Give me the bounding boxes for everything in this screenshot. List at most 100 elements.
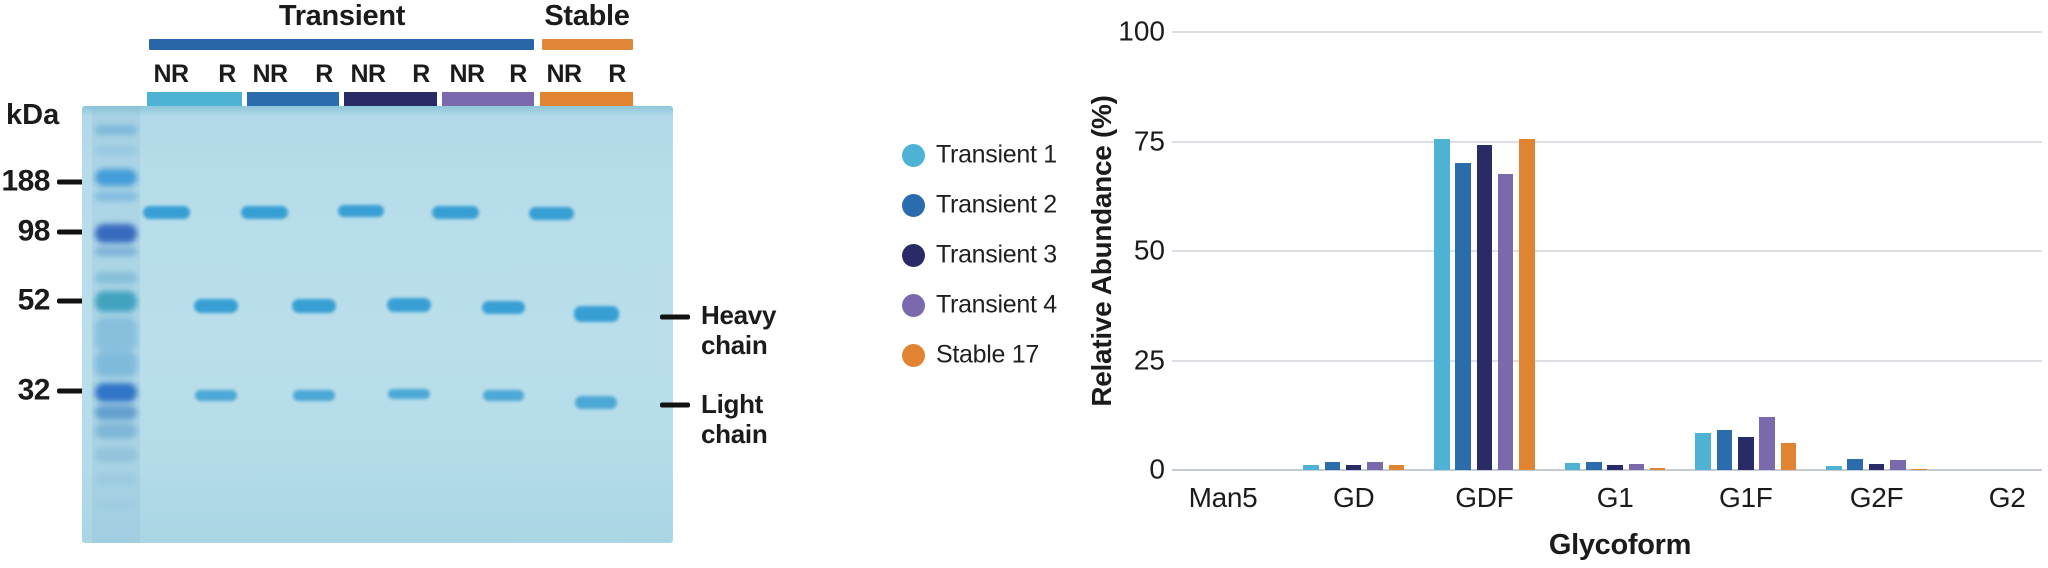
marker-tick-98	[57, 229, 86, 235]
bar-transient-4-g1f	[1759, 416, 1775, 470]
ladder-band-8	[95, 317, 137, 351]
legend-label-4: Stable 17	[936, 340, 1039, 369]
annotation-text-1: Light chain	[701, 389, 768, 449]
bar-transient-2-g1	[1586, 462, 1602, 470]
annotation-line: Heavy	[701, 300, 777, 330]
gridline-25	[1172, 359, 2042, 362]
lane-label-r-9: R	[608, 60, 626, 88]
bar-transient-1-g1	[1564, 462, 1581, 470]
bar-transient-2-g1f	[1716, 430, 1733, 470]
lane-label-nr-8: NR	[546, 60, 582, 88]
bar-transient-3-g2f	[1868, 464, 1885, 470]
x-axis-title: Glycoform	[1548, 529, 1692, 561]
bar-transient-4-gd	[1367, 461, 1383, 470]
lane-2-band-0	[240, 205, 288, 219]
ladder-band-15	[95, 498, 137, 510]
gridline-75	[1172, 140, 2042, 143]
annotation-line: chain	[701, 330, 768, 360]
bar-transient-1-gdf	[1434, 139, 1450, 470]
legend-label-0: Transient 1	[936, 140, 1057, 169]
lane-label-r-5: R	[412, 60, 430, 88]
ladder-band-11	[95, 404, 137, 420]
ladder-band-4	[95, 223, 137, 243]
annotation-line: Light	[701, 389, 764, 419]
lane-8-band-0	[528, 206, 574, 220]
bar-stable-17-g1	[1649, 468, 1666, 470]
ladder-band-6	[95, 272, 137, 284]
annotation-tick-0	[660, 314, 690, 320]
marker-tick-32	[57, 388, 86, 394]
bar-transient-1-gd	[1303, 464, 1319, 470]
bar-stable-17-g1f	[1780, 442, 1797, 470]
bar-transient-2-gdf	[1455, 163, 1471, 470]
lane-label-nr-0: NR	[153, 60, 189, 88]
lane-3-band-0	[292, 299, 336, 313]
stable-group-bar	[542, 39, 633, 50]
legend-label-2: Transient 3	[936, 240, 1057, 269]
lane-4-band-0	[338, 205, 384, 217]
bar-transient-4-gdf	[1497, 174, 1514, 470]
ladder-band-9	[95, 351, 137, 377]
gridline-100	[1172, 31, 2042, 33]
bar-transient-1-g2f	[1826, 466, 1842, 470]
lane-5-band-0	[387, 298, 431, 312]
x-tick-g2f: G2F	[1849, 482, 1904, 513]
ladder-band-1	[95, 145, 137, 155]
lane-label-r-1: R	[218, 60, 236, 88]
lane-label-nr-6: NR	[449, 60, 485, 88]
y-tick-25: 25	[1133, 343, 1165, 375]
ladder-band-12	[95, 423, 137, 439]
gel-image	[82, 106, 673, 543]
gridline-50	[1172, 250, 2042, 252]
x-tick-gdf: GDF	[1455, 482, 1514, 513]
annotation-text-0: Heavy chain	[701, 300, 776, 360]
ladder-band-5	[95, 246, 137, 256]
legend-dot-0	[902, 143, 925, 167]
bar-transient-3-gdf	[1476, 145, 1493, 470]
legend-dot-2	[902, 243, 925, 267]
legend-label-1: Transient 2	[936, 190, 1057, 219]
marker-label-188: 188	[1, 164, 50, 198]
y-tick-100: 100	[1118, 15, 1165, 47]
bar-transient-3-g1	[1607, 464, 1623, 470]
y-tick-0: 0	[1149, 453, 1165, 485]
bar-transient-4-g2f	[1890, 459, 1906, 470]
bar-transient-2-gd	[1324, 462, 1341, 470]
legend-dot-3	[902, 293, 925, 317]
lane-1-band-0	[194, 299, 238, 313]
x-tick-g1: G1	[1596, 482, 1634, 513]
lane-7-band-0	[481, 300, 525, 314]
kda-unit-label: kDa	[6, 99, 60, 131]
bar-transient-3-g1f	[1738, 437, 1754, 470]
ladder-band-7	[95, 290, 137, 312]
marker-tick-188	[57, 179, 86, 185]
bar-transient-2-g2f	[1847, 459, 1863, 470]
lane-label-nr-4: NR	[350, 60, 386, 88]
marker-label-52: 52	[17, 283, 51, 317]
ladder-band-10	[95, 382, 137, 402]
bar-stable-17-gdf	[1519, 139, 1535, 470]
lane-3-band-1	[293, 389, 335, 401]
bar-transient-4-g1	[1628, 463, 1645, 470]
bar-stable-17-g2f	[1911, 468, 1927, 470]
lane-label-nr-2: NR	[252, 60, 288, 88]
annotation-tick-1	[660, 402, 690, 408]
ladder-band-13	[95, 446, 137, 462]
lane-label-r-7: R	[509, 60, 527, 88]
x-tick-g2: G2	[1988, 482, 2026, 513]
y-tick-75: 75	[1133, 124, 1165, 156]
x-tick-g1f: G1F	[1719, 482, 1773, 513]
legend-label-3: Transient 4	[936, 290, 1057, 319]
gridline-0	[1172, 469, 2042, 471]
bar-transient-1-g1f	[1695, 432, 1711, 470]
legend-dot-4	[902, 343, 925, 367]
transient-group-bar	[149, 39, 534, 50]
x-tick-gd: GD	[1332, 482, 1375, 513]
ladder-band-0	[95, 125, 137, 135]
marker-label-98: 98	[17, 214, 51, 248]
lane-7-band-1	[482, 389, 524, 401]
legend-dot-1	[902, 193, 925, 217]
lane-label-r-3: R	[315, 60, 333, 88]
lane-9-band-1	[575, 395, 617, 409]
